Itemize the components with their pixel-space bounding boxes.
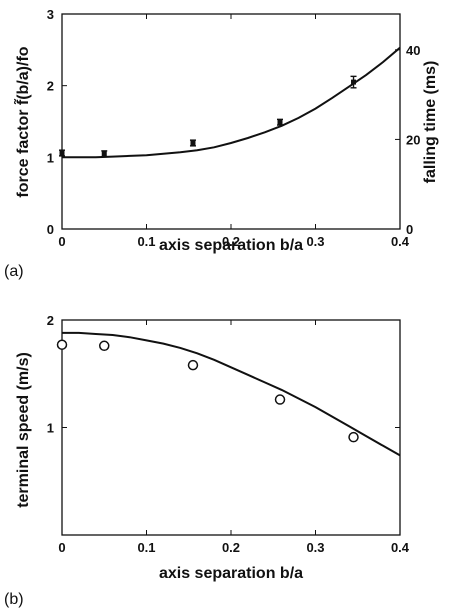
data-point (348, 431, 359, 443)
y-axis-label-a: force factor f̃(b/a)/fo (12, 46, 32, 197)
plot-frame-a (61, 13, 401, 230)
x-tick-label: 0.4 (391, 540, 410, 555)
x-tick-label: 0 (58, 540, 65, 555)
data-point (56, 339, 68, 350)
data-point (277, 118, 284, 126)
data-point (59, 149, 65, 157)
panel-b: 0 0.1 0.2 0.3 0.4 1 2 axis separation b/a ter… (4, 313, 410, 608)
data-point (189, 139, 196, 147)
y-tick-label: 1 (47, 421, 54, 436)
theory-curve (62, 331, 401, 457)
x-axis-label-a: axis separation b/a (159, 237, 303, 254)
y-tick-label: 1 (47, 150, 54, 165)
x-tick-label: 0.3 (306, 540, 324, 555)
y-tick-label: 2 (47, 79, 54, 94)
x-tick-label: 0.4 (391, 234, 410, 249)
data-marker (59, 150, 65, 156)
panel-label-a: (a) (4, 263, 24, 280)
x-tick-label: 0.1 (137, 234, 155, 249)
data-marker (277, 119, 283, 125)
data-marker (101, 151, 107, 157)
panel-a: 0 0.1 0.2 0.3 0.4 0 1 2 3 0 20 40 axis separation… (4, 7, 439, 280)
data-point (274, 394, 286, 405)
y2-tick-label: 20 (406, 132, 420, 147)
data-point (101, 150, 108, 158)
data-point (187, 359, 199, 371)
x-tick-label: 0.2 (222, 234, 240, 249)
data-point (350, 75, 357, 89)
y-tick-label: 3 (47, 7, 54, 22)
x-tick-label: 0.2 (222, 540, 240, 555)
y2-axis-label-a: falling time (ms) (422, 61, 439, 184)
data-point (99, 340, 110, 352)
y-tick-label: 0 (47, 222, 54, 237)
y-tick-label: 2 (47, 313, 54, 328)
data-marker (351, 79, 357, 85)
panel-label-b: (b) (4, 591, 24, 608)
y2-tick-label: 0 (406, 222, 413, 237)
y2-tick-label: 40 (406, 43, 420, 58)
y-axis-label-b: terminal speed (m/s) (15, 352, 32, 508)
x-tick-label: 0.3 (306, 234, 324, 249)
theory-curve (62, 46, 401, 159)
x-axis-label-b: axis separation b/a (159, 565, 303, 582)
data-marker (190, 140, 196, 146)
x-tick-label: 0.1 (137, 540, 155, 555)
x-tick-label: 0 (58, 234, 65, 249)
